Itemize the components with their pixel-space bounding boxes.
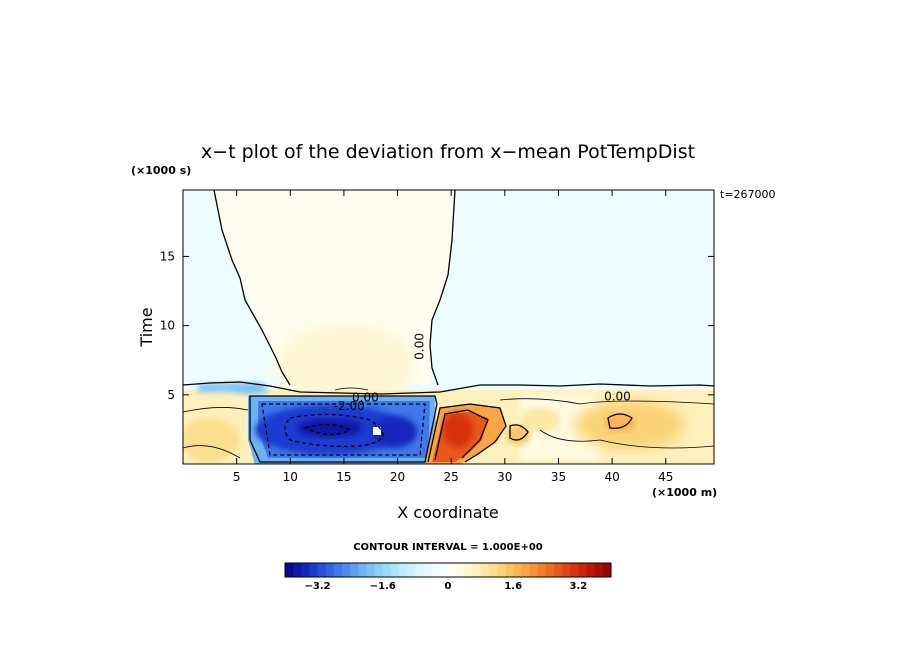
colorbar: −3.2 −1.6 0 1.6 3.2 xyxy=(284,562,612,592)
colorbar-swatch xyxy=(586,563,595,577)
thin-contour-e xyxy=(334,387,369,391)
colorbar-swatch xyxy=(488,563,498,577)
colorbar-swatch xyxy=(537,563,547,577)
cold-contour-2 xyxy=(261,403,426,456)
colorbar-swatch xyxy=(545,563,555,577)
x-tick-label: 15 xyxy=(336,470,351,484)
y-axis-label: Time xyxy=(137,307,156,347)
colorbar-swatch xyxy=(578,563,587,577)
colorbar-swatch xyxy=(358,563,367,577)
contour-labels: 0.00-2.000.000.00 xyxy=(334,333,631,413)
x-tick-label: 20 xyxy=(390,470,405,484)
colorbar-swatch xyxy=(366,563,375,577)
x-unit-label: (×1000 m) xyxy=(652,486,717,499)
colorbar-swatch xyxy=(325,563,335,577)
colorbar-swatch xyxy=(521,563,530,577)
colorbar-swatch xyxy=(594,563,604,577)
colorbar-swatch xyxy=(382,563,392,577)
y-tick-label: 10 xyxy=(160,319,175,333)
zero-contour-left xyxy=(213,190,291,386)
thin-contour-c xyxy=(539,429,714,449)
colorbar-swatch xyxy=(399,563,408,577)
y-unit-label: (×1000 s) xyxy=(131,164,191,177)
plot-area: 0.00-2.000.000.00 xyxy=(183,190,714,464)
colorbar-swatch xyxy=(415,563,424,577)
warm-patch-right-core xyxy=(604,414,636,432)
colorbar-swatch xyxy=(293,563,302,577)
warm-contour-right xyxy=(607,413,633,429)
x-tick-label: 30 xyxy=(497,470,512,484)
colorbar-swatch xyxy=(464,563,473,577)
x-tick-label: 5 xyxy=(233,470,241,484)
colorbar-swatch xyxy=(529,563,538,577)
x-tick-label: 40 xyxy=(604,470,619,484)
thin-contour-a xyxy=(183,407,249,413)
x-tick-label: 35 xyxy=(551,470,566,484)
warm-contour-2 xyxy=(434,409,489,461)
colorbar-swatch xyxy=(350,563,359,577)
colorbar-swatch xyxy=(423,563,432,577)
chart-title: x−t plot of the deviation from x−mean Po… xyxy=(201,141,695,163)
colorbar-swatch xyxy=(374,563,384,577)
colorbar-swatch xyxy=(448,563,457,577)
x-tick-label: 25 xyxy=(444,470,459,484)
colorbar-swatch xyxy=(602,563,612,577)
x-tick-label: 45 xyxy=(658,470,673,484)
contour-label: -2.00 xyxy=(334,399,365,413)
cold-pool-boundary xyxy=(249,395,438,463)
y-tick-label: 5 xyxy=(167,388,175,402)
colorbar-frame xyxy=(284,562,612,578)
colorbar-swatch xyxy=(480,563,490,577)
contour-interval-text: CONTOUR INTERVAL = 1.000E+00 xyxy=(353,542,543,553)
colorbar-swatch xyxy=(285,563,294,577)
colorbar-swatch xyxy=(553,563,563,577)
x-axis: 5 10 15 20 25 30 35 40 45 xyxy=(233,190,673,484)
colorbar-swatch xyxy=(333,563,343,577)
warm-patch-mid xyxy=(520,408,560,432)
y-axis: 5 10 15 xyxy=(160,249,714,402)
colorbar-swatch xyxy=(570,563,579,577)
y-tick-label: 15 xyxy=(160,249,175,263)
warm-plume-core xyxy=(275,323,415,407)
colorbar-swatch xyxy=(496,563,506,577)
colorbar-swatch xyxy=(390,563,400,577)
colorbar-swatch xyxy=(505,563,514,577)
contour-label: 0.00 xyxy=(352,391,379,405)
x-tick-label: 10 xyxy=(283,470,298,484)
plot-frame xyxy=(182,189,715,465)
colorbar-tick-label: 0 xyxy=(445,581,452,592)
colorbar-swatch xyxy=(309,563,318,577)
colorbar-tick-label: −3.2 xyxy=(305,581,331,592)
colorbar-swatch xyxy=(472,563,481,577)
colorbar-tick-label: −1.6 xyxy=(370,581,396,592)
cold-contour-3 xyxy=(284,413,384,448)
thin-contour-b xyxy=(499,398,714,405)
cold-edge-band xyxy=(198,382,270,395)
colorbar-swatch xyxy=(456,563,465,577)
colorbar-swatch xyxy=(407,563,416,577)
colorbar-swatch xyxy=(431,563,441,577)
cold-pool xyxy=(248,396,437,464)
warm-contour-3 xyxy=(509,424,529,441)
contour-lines xyxy=(183,190,714,463)
colorbar-swatch xyxy=(513,563,522,577)
warm-contour-1 xyxy=(427,403,507,463)
colorbar-swatch xyxy=(562,563,571,577)
contour-label: 0.00 xyxy=(604,389,631,403)
cold-contour-4 xyxy=(303,423,352,436)
colorbar-swatch xyxy=(301,563,310,577)
thin-contour-d xyxy=(183,445,241,459)
time-stamp: t=267000 xyxy=(720,188,776,201)
zero-contour-right xyxy=(429,190,456,386)
colorbar-swatch xyxy=(317,563,327,577)
colorbar-tick-label: 1.6 xyxy=(504,581,522,592)
colorbar-swatch xyxy=(439,563,449,577)
colorbar-swatch xyxy=(342,563,351,577)
contour-label: 0.00 xyxy=(412,333,426,360)
x-axis-label: X coordinate xyxy=(397,503,498,522)
colorbar-tick-label: 3.2 xyxy=(570,581,588,592)
warm-patch-left xyxy=(183,418,240,462)
zero-contour-horizontal xyxy=(183,381,714,395)
